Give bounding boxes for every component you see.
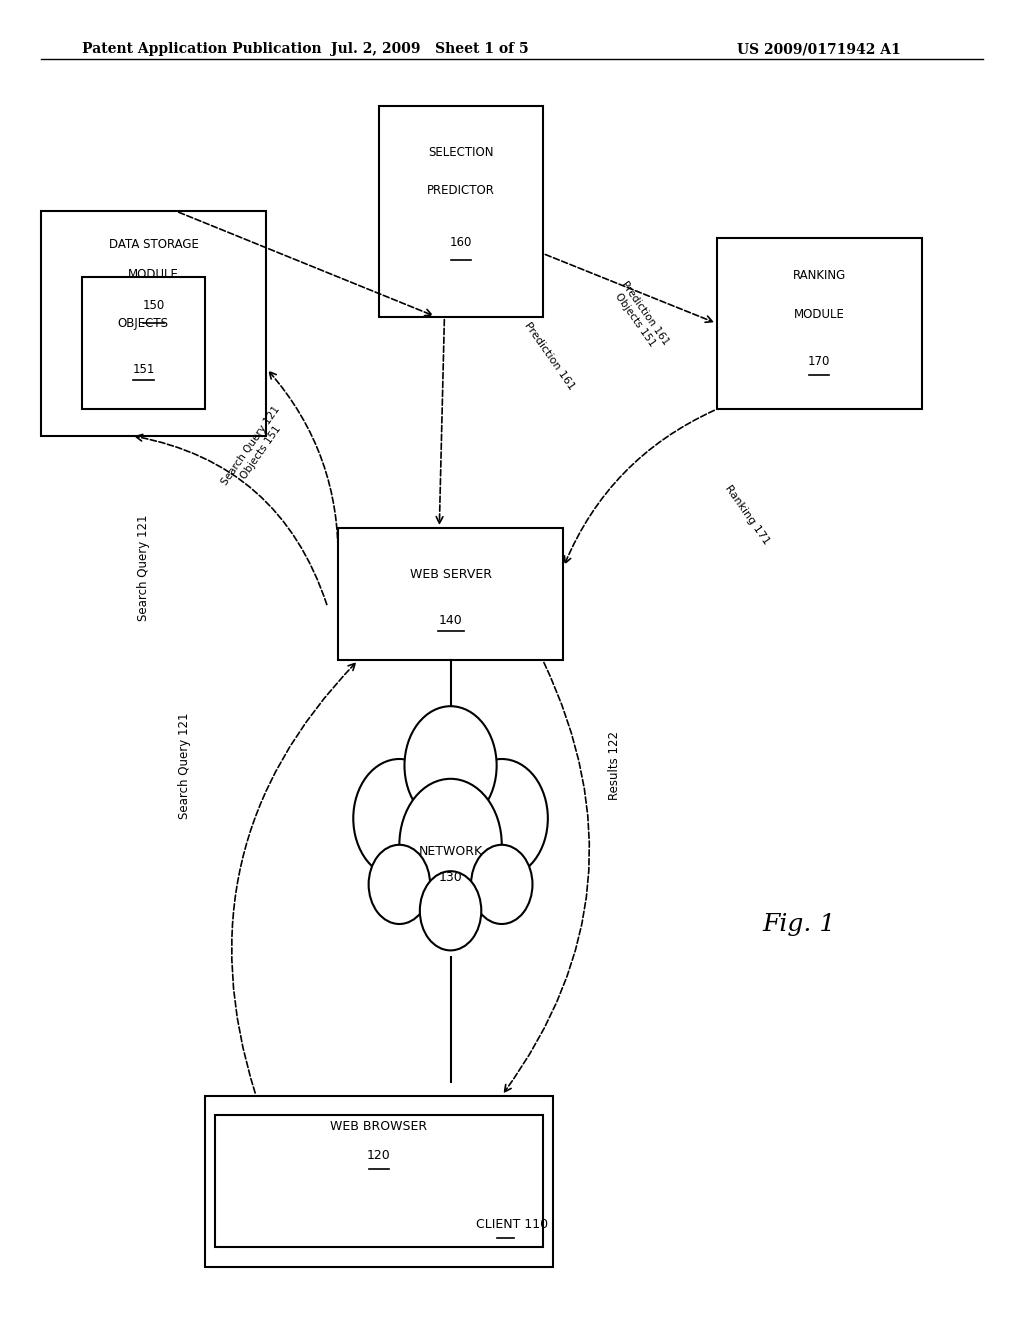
Text: RANKING: RANKING	[793, 269, 846, 282]
Circle shape	[456, 759, 548, 878]
Text: 120: 120	[367, 1150, 391, 1162]
Text: 170: 170	[808, 355, 830, 368]
Circle shape	[404, 706, 497, 825]
Text: 140: 140	[438, 614, 463, 627]
FancyArrowPatch shape	[179, 213, 432, 315]
Circle shape	[399, 779, 502, 911]
Text: Ranking 171: Ranking 171	[723, 483, 772, 546]
Text: Fig. 1: Fig. 1	[762, 912, 836, 936]
Text: Patent Application Publication: Patent Application Publication	[82, 42, 322, 57]
Text: NETWORK: NETWORK	[419, 845, 482, 858]
Text: DATA STORAGE: DATA STORAGE	[109, 239, 199, 251]
Circle shape	[420, 871, 481, 950]
Text: Search Query 121
Objects 151: Search Query 121 Objects 151	[220, 404, 292, 494]
Text: CLIENT 110: CLIENT 110	[476, 1218, 548, 1230]
Text: 160: 160	[450, 236, 472, 249]
FancyArrowPatch shape	[231, 664, 355, 1093]
Text: Search Query 121: Search Query 121	[178, 713, 190, 818]
Bar	[215, 1115, 543, 1247]
Bar	[41, 211, 266, 436]
Bar	[338, 528, 563, 660]
Text: MODULE: MODULE	[128, 268, 179, 281]
FancyArrowPatch shape	[546, 255, 713, 322]
Text: Prediction 161: Prediction 161	[522, 321, 577, 392]
Bar	[205, 1096, 553, 1267]
Text: MODULE: MODULE	[794, 309, 845, 321]
FancyArrowPatch shape	[269, 372, 338, 565]
Text: WEB BROWSER: WEB BROWSER	[331, 1119, 427, 1133]
Text: 151: 151	[132, 363, 155, 376]
Text: 130: 130	[438, 871, 463, 884]
FancyArrowPatch shape	[505, 663, 590, 1092]
Text: 150: 150	[142, 298, 165, 312]
Text: Results 122: Results 122	[608, 731, 621, 800]
Text: US 2009/0171942 A1: US 2009/0171942 A1	[737, 42, 901, 57]
Circle shape	[369, 845, 430, 924]
Text: Prediction 161
Objects 151: Prediction 161 Objects 151	[609, 280, 671, 354]
Circle shape	[471, 845, 532, 924]
Text: WEB SERVER: WEB SERVER	[410, 568, 492, 581]
Bar	[82, 277, 205, 409]
FancyArrowPatch shape	[135, 434, 327, 605]
Bar	[717, 238, 922, 409]
Text: OBJECTS: OBJECTS	[118, 317, 169, 330]
Text: Jul. 2, 2009   Sheet 1 of 5: Jul. 2, 2009 Sheet 1 of 5	[332, 42, 528, 57]
Bar	[379, 106, 543, 317]
Text: PREDICTOR: PREDICTOR	[427, 183, 495, 197]
FancyArrowPatch shape	[564, 411, 715, 564]
Circle shape	[353, 759, 445, 878]
Text: SELECTION: SELECTION	[428, 145, 494, 158]
FancyArrowPatch shape	[436, 319, 444, 523]
Text: Search Query 121: Search Query 121	[137, 515, 150, 620]
